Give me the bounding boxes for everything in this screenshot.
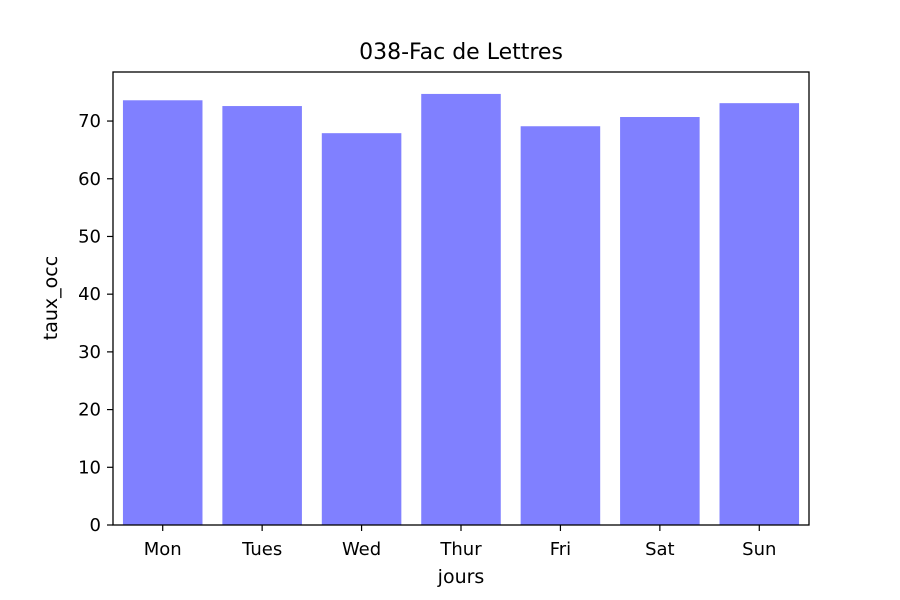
x-axis-ticks: Mon Tues Wed Thur Fri Sat Sun xyxy=(144,525,776,560)
x-axis-label: jours xyxy=(437,566,485,588)
y-tick-label: 30 xyxy=(78,342,101,363)
y-tick-label: 40 xyxy=(78,284,101,305)
y-axis-ticks: 0 10 20 30 40 50 60 70 xyxy=(78,111,113,536)
y-tick-label: 60 xyxy=(78,169,101,190)
x-tick-label: Wed xyxy=(342,539,381,560)
chart-title: 038-Fac de Lettres xyxy=(359,40,563,65)
x-tick-label: Fri xyxy=(550,539,571,560)
x-tick-label: Tues xyxy=(241,539,282,560)
y-tick-label: 70 xyxy=(78,111,101,132)
bar-wed xyxy=(321,133,402,525)
bar-mon xyxy=(122,100,203,526)
bar-sat xyxy=(620,117,700,525)
bar-tues xyxy=(222,106,302,526)
y-tick-label: 10 xyxy=(78,457,101,478)
bar-thur xyxy=(421,93,501,526)
x-tick-label: Sat xyxy=(645,539,675,560)
y-tick-label: 20 xyxy=(78,400,101,421)
x-tick-label: Thur xyxy=(439,539,482,560)
y-axis-label: taux_occ xyxy=(40,256,62,340)
y-tick-label: 0 xyxy=(90,515,101,536)
x-tick-label: Sun xyxy=(742,539,776,560)
bars-group xyxy=(122,93,800,526)
x-tick-label: Mon xyxy=(144,539,182,560)
y-tick-label: 50 xyxy=(78,226,101,247)
bar-fri xyxy=(520,126,601,526)
bar-sun xyxy=(719,103,800,526)
